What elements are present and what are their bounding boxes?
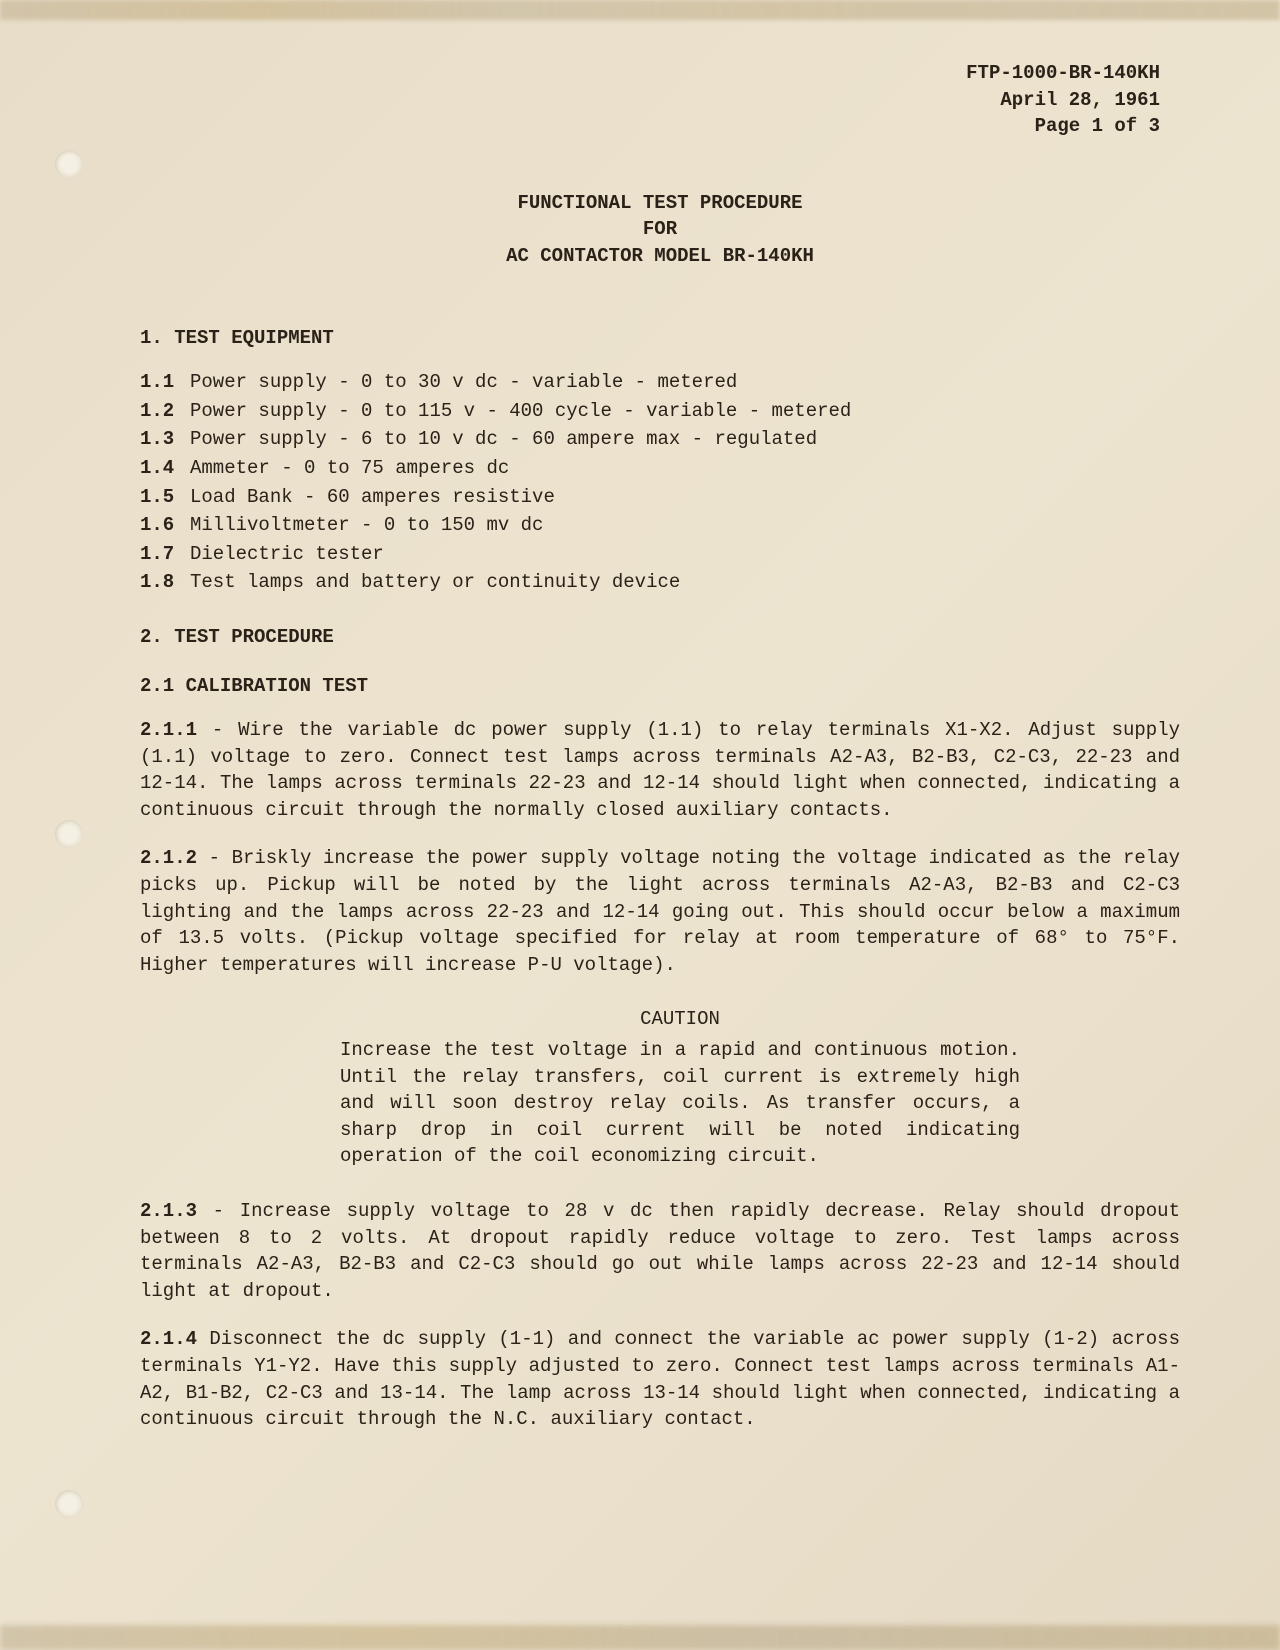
para-text: Disconnect the dc supply (1-1) and conne… — [140, 1328, 1180, 1430]
title-line-1: FUNCTIONAL TEST PROCEDURE — [140, 190, 1180, 217]
caution-block: CAUTION Increase the test voltage in a r… — [340, 1006, 1020, 1170]
paragraph-2-1-2: 2.1.2 - Briskly increase the power suppl… — [140, 845, 1180, 978]
document-header: FTP-1000-BR-140KH April 28, 1961 Page 1 … — [140, 60, 1180, 140]
doc-date: April 28, 1961 — [140, 87, 1160, 114]
caution-body: Increase the test voltage in a rapid and… — [340, 1037, 1020, 1170]
para-text: - Wire the variable dc power supply (1.1… — [140, 719, 1180, 821]
equipment-item: 1.8Test lamps and battery or continuity … — [140, 569, 1180, 596]
item-text: Power supply - 6 to 10 v dc - 60 ampere … — [190, 428, 817, 450]
doc-id: FTP-1000-BR-140KH — [140, 60, 1160, 87]
equipment-item: 1.2Power supply - 0 to 115 v - 400 cycle… — [140, 398, 1180, 425]
paragraph-2-1-1: 2.1.1 - Wire the variable dc power suppl… — [140, 717, 1180, 823]
para-number: 2.1.3 — [140, 1200, 197, 1222]
punch-hole — [55, 1490, 83, 1518]
item-number: 1.8 — [140, 569, 190, 596]
section-1-heading: 1. TEST EQUIPMENT — [140, 325, 1180, 352]
item-number: 1.4 — [140, 455, 190, 482]
para-text: - Briskly increase the power supply volt… — [140, 847, 1180, 975]
item-text: Ammeter - 0 to 75 amperes dc — [190, 457, 509, 479]
item-text: Load Bank - 60 amperes resistive — [190, 486, 555, 508]
document-title: FUNCTIONAL TEST PROCEDURE FOR AC CONTACT… — [140, 190, 1180, 270]
item-number: 1.5 — [140, 484, 190, 511]
equipment-item: 1.3Power supply - 6 to 10 v dc - 60 ampe… — [140, 426, 1180, 453]
item-text: Millivoltmeter - 0 to 150 mv dc — [190, 514, 543, 536]
title-line-2: FOR — [140, 216, 1180, 243]
item-text: Power supply - 0 to 30 v dc - variable -… — [190, 371, 737, 393]
paragraph-2-1-4: 2.1.4 Disconnect the dc supply (1-1) and… — [140, 1326, 1180, 1432]
item-number: 1.2 — [140, 398, 190, 425]
item-text: Dielectric tester — [190, 543, 384, 565]
equipment-item: 1.6Millivoltmeter - 0 to 150 mv dc — [140, 512, 1180, 539]
equipment-list: 1.1Power supply - 0 to 30 v dc - variabl… — [140, 369, 1180, 596]
equipment-item: 1.4Ammeter - 0 to 75 amperes dc — [140, 455, 1180, 482]
item-number: 1.3 — [140, 426, 190, 453]
title-line-3: AC CONTACTOR MODEL BR-140KH — [140, 243, 1180, 270]
para-text: - Increase supply voltage to 28 v dc the… — [140, 1200, 1180, 1302]
punch-hole — [55, 820, 83, 848]
page-number: Page 1 of 3 — [140, 113, 1160, 140]
item-number: 1.1 — [140, 369, 190, 396]
item-number: 1.6 — [140, 512, 190, 539]
para-number: 2.1.1 — [140, 719, 197, 741]
item-number: 1.7 — [140, 541, 190, 568]
equipment-item: 1.7Dielectric tester — [140, 541, 1180, 568]
caution-heading: CAUTION — [340, 1006, 1020, 1033]
equipment-item: 1.1Power supply - 0 to 30 v dc - variabl… — [140, 369, 1180, 396]
para-number: 2.1.4 — [140, 1328, 197, 1350]
paragraph-2-1-3: 2.1.3 - Increase supply voltage to 28 v … — [140, 1198, 1180, 1304]
para-number: 2.1.2 — [140, 847, 197, 869]
item-text: Test lamps and battery or continuity dev… — [190, 571, 680, 593]
item-text: Power supply - 0 to 115 v - 400 cycle - … — [190, 400, 851, 422]
punch-hole — [55, 150, 83, 178]
section-2-1-heading: 2.1 CALIBRATION TEST — [140, 673, 1180, 700]
section-2-heading: 2. TEST PROCEDURE — [140, 624, 1180, 651]
equipment-item: 1.5Load Bank - 60 amperes resistive — [140, 484, 1180, 511]
